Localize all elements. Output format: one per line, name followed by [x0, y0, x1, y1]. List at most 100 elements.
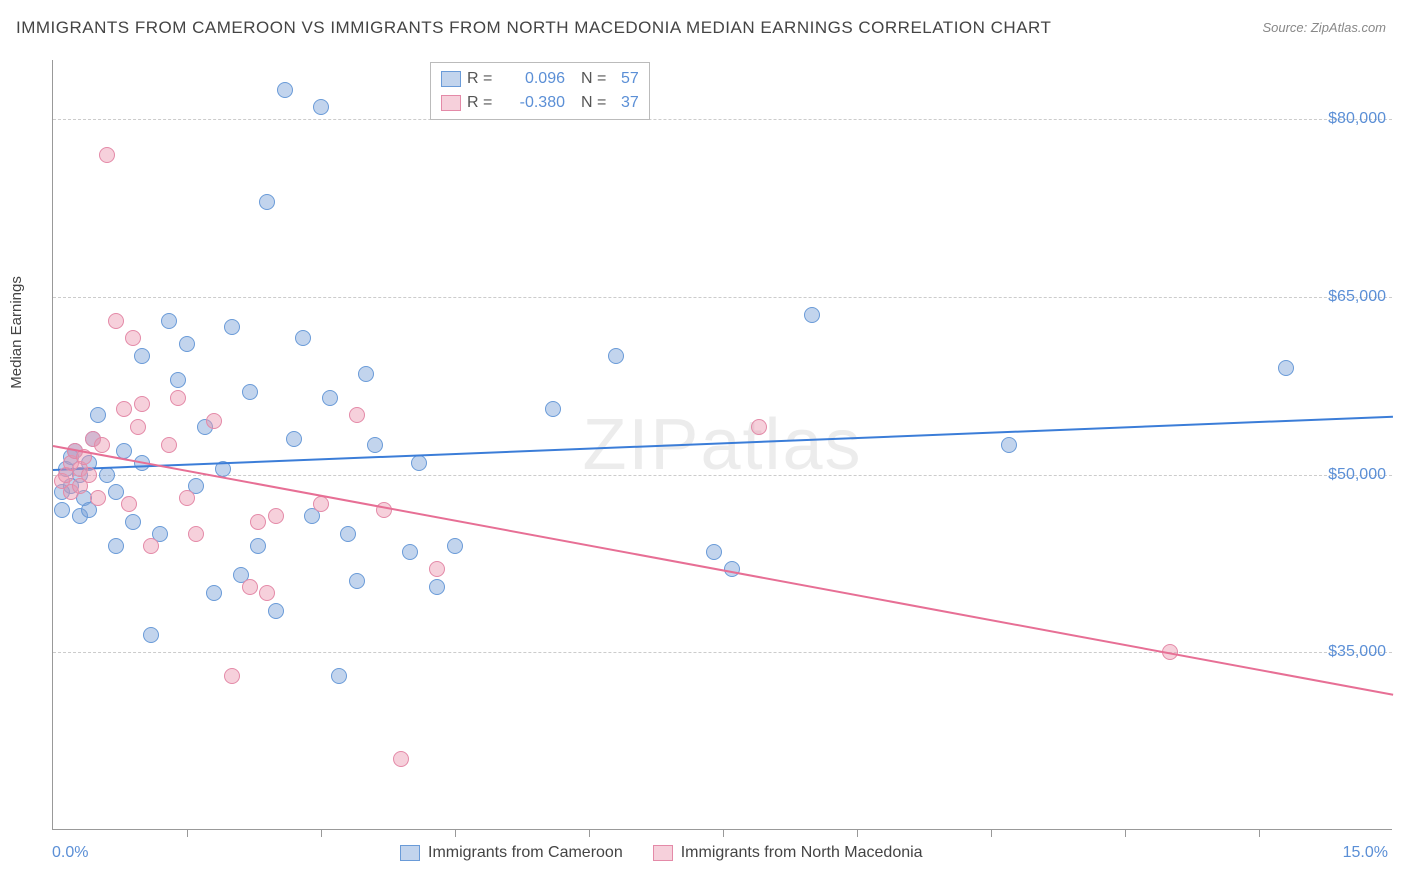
data-point — [349, 573, 365, 589]
data-point — [170, 372, 186, 388]
series-name: Immigrants from North Macedonia — [681, 844, 923, 862]
data-point — [242, 384, 258, 400]
data-point — [143, 538, 159, 554]
data-point — [90, 490, 106, 506]
data-point — [161, 313, 177, 329]
watermark: ZIPatlas — [582, 404, 862, 486]
series-name: Immigrants from Cameroon — [428, 844, 623, 862]
data-point — [286, 431, 302, 447]
data-point — [349, 407, 365, 423]
legend-row: R =-0.380N =37 — [441, 91, 639, 115]
gridline — [53, 475, 1392, 476]
data-point — [545, 401, 561, 417]
data-point — [331, 668, 347, 684]
legend-swatch — [441, 95, 461, 111]
data-point — [125, 514, 141, 530]
source-attribution: Source: ZipAtlas.com — [1262, 20, 1386, 35]
y-axis-title: Median Earnings — [8, 276, 25, 389]
chart-title: IMMIGRANTS FROM CAMEROON VS IMMIGRANTS F… — [16, 18, 1051, 38]
data-point — [179, 490, 195, 506]
data-point — [179, 336, 195, 352]
data-point — [340, 526, 356, 542]
data-point — [242, 579, 258, 595]
x-tick — [321, 829, 322, 837]
data-point — [259, 585, 275, 601]
data-point — [706, 544, 722, 560]
data-point — [116, 401, 132, 417]
data-point — [411, 455, 427, 471]
data-point — [161, 437, 177, 453]
data-point — [358, 366, 374, 382]
data-point — [295, 330, 311, 346]
trend-line — [53, 415, 1393, 470]
data-point — [108, 538, 124, 554]
data-point — [54, 502, 70, 518]
x-tick — [991, 829, 992, 837]
gridline — [53, 652, 1392, 653]
data-point — [121, 496, 137, 512]
legend-item: Immigrants from Cameroon — [400, 844, 623, 862]
r-value: 0.096 — [503, 70, 565, 88]
data-point — [429, 561, 445, 577]
data-point — [804, 307, 820, 323]
data-point — [268, 603, 284, 619]
data-point — [108, 484, 124, 500]
data-point — [367, 437, 383, 453]
x-tick — [455, 829, 456, 837]
data-point — [224, 668, 240, 684]
r-label: R = — [467, 94, 497, 112]
data-point — [277, 82, 293, 98]
data-point — [393, 751, 409, 767]
data-point — [94, 437, 110, 453]
data-point — [1001, 437, 1017, 453]
x-tick — [187, 829, 188, 837]
data-point — [250, 538, 266, 554]
n-value: 57 — [621, 70, 639, 88]
data-point — [134, 396, 150, 412]
data-point — [125, 330, 141, 346]
data-point — [108, 313, 124, 329]
x-tick — [857, 829, 858, 837]
series-legend: Immigrants from Cameroon Immigrants from … — [400, 844, 923, 862]
data-point — [170, 390, 186, 406]
data-point — [447, 538, 463, 554]
x-tick — [723, 829, 724, 837]
r-value: -0.380 — [503, 94, 565, 112]
legend-swatch — [441, 71, 461, 87]
data-point — [429, 579, 445, 595]
gridline — [53, 297, 1392, 298]
data-point — [143, 627, 159, 643]
data-point — [81, 467, 97, 483]
data-point — [90, 407, 106, 423]
data-point — [224, 319, 240, 335]
x-tick — [589, 829, 590, 837]
legend-item: Immigrants from North Macedonia — [653, 844, 923, 862]
y-tick-label: $80,000 — [1328, 110, 1386, 128]
y-tick-label: $50,000 — [1328, 466, 1386, 484]
gridline — [53, 119, 1392, 120]
data-point — [1278, 360, 1294, 376]
data-point — [268, 508, 284, 524]
y-tick-label: $65,000 — [1328, 288, 1386, 306]
data-point — [402, 544, 418, 560]
plot-area: ZIPatlas $35,000 $50,000 $65,000 $80,000 — [52, 60, 1392, 830]
x-tick — [1259, 829, 1260, 837]
data-point — [322, 390, 338, 406]
trend-line — [53, 445, 1393, 696]
x-axis-min-label: 0.0% — [52, 844, 88, 862]
data-point — [134, 348, 150, 364]
r-label: R = — [467, 70, 497, 88]
correlation-legend: R =0.096N =57R =-0.380N =37 — [430, 62, 650, 120]
data-point — [751, 419, 767, 435]
x-tick — [1125, 829, 1126, 837]
data-point — [250, 514, 266, 530]
y-tick-label: $35,000 — [1328, 643, 1386, 661]
data-point — [130, 419, 146, 435]
x-axis-max-label: 15.0% — [1343, 844, 1388, 862]
data-point — [259, 194, 275, 210]
data-point — [313, 99, 329, 115]
data-point — [313, 496, 329, 512]
n-label: N = — [581, 70, 615, 88]
data-point — [206, 585, 222, 601]
n-label: N = — [581, 94, 615, 112]
